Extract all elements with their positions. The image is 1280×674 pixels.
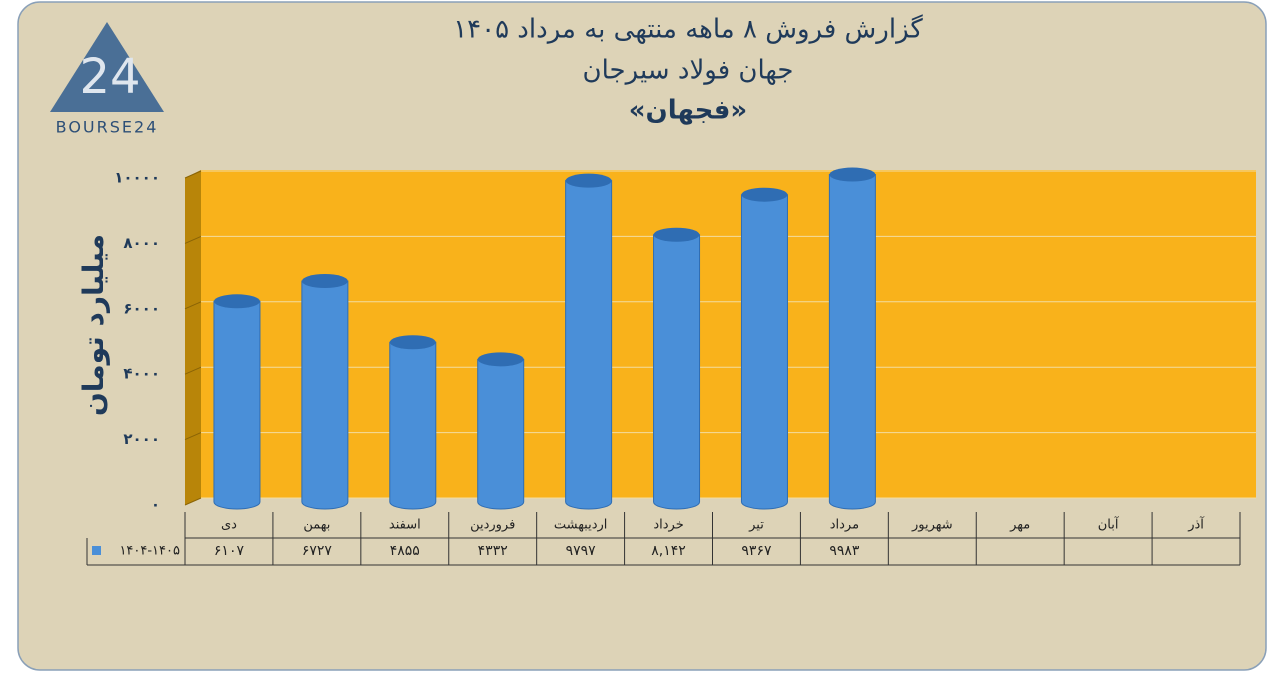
x-tick-label: آبان: [1098, 516, 1120, 533]
y-axis-label: میلیارد تومان: [77, 234, 110, 416]
bar-cap: [477, 352, 524, 367]
grid-line-side: [184, 235, 202, 244]
logo: 24 BOURSE24: [50, 22, 164, 137]
logo-text: BOURSE24: [56, 118, 159, 137]
bar: [301, 280, 349, 510]
plot-area: [201, 170, 1256, 498]
data-label: ۴۸۵۵: [390, 543, 420, 559]
bar: [740, 194, 788, 510]
bar-cap: [741, 187, 788, 202]
x-tick-label: تیر: [748, 518, 764, 533]
y-tick-label: ۲۰۰۰: [123, 430, 160, 448]
bar-cap: [565, 173, 612, 188]
grid-line-side: [184, 497, 202, 506]
bar-cap: [829, 167, 876, 182]
data-label: ۹۳۶۷: [741, 543, 772, 559]
y-tick-label: ۸۰۰۰: [123, 234, 160, 252]
x-tick-label: بهمن: [303, 518, 330, 533]
x-tick-label: آذر: [1187, 516, 1205, 533]
bar-cap: [213, 294, 260, 309]
bar: [653, 234, 701, 510]
bar: [828, 174, 876, 510]
x-tick-label: اردیبهشت: [554, 518, 608, 533]
chart-title: گزارش فروش ۸ ماهه منتهی به مرداد ۱۴۰۵: [453, 14, 923, 45]
grid-line-side: [184, 366, 202, 375]
chart-subtitle: جهان فولاد سیرجان: [583, 56, 794, 86]
plot-side-wall: [185, 170, 201, 505]
bar-cap: [301, 274, 348, 289]
y-tick-label: ۱۰۰۰۰: [114, 169, 160, 187]
grid-line-side: [184, 301, 202, 310]
x-tick-label: فروردین: [470, 518, 515, 533]
bar: [477, 358, 525, 510]
x-tick-label: دی: [221, 518, 237, 533]
data-label: ۴۳۳۲: [478, 543, 508, 559]
y-tick-label: ۶۰۰۰: [123, 299, 160, 317]
bar: [213, 300, 261, 510]
data-label: ۶۷۲۷: [302, 543, 333, 559]
bar-cap: [389, 335, 436, 350]
grid-line-side: [184, 432, 202, 441]
x-tick-label: اسفند: [389, 518, 421, 533]
legend-label: ۱۴۰۴-۱۴۰۵: [119, 544, 180, 559]
data-label: ۸,۱۴۲: [651, 543, 686, 559]
grid-line-side: [184, 170, 202, 179]
x-tick-label: شهریور: [911, 518, 953, 533]
logo-mark: 24: [79, 49, 140, 105]
y-tick-label: ۴۰۰۰: [123, 365, 160, 383]
legend-swatch: [92, 546, 101, 555]
bar-cap: [653, 227, 700, 242]
bar: [565, 180, 613, 510]
bar: [389, 341, 437, 510]
data-label: ۶۱۰۷: [214, 543, 245, 559]
x-tick-label: مرداد: [830, 518, 859, 533]
x-tick-label: خرداد: [653, 518, 683, 533]
y-tick-label: ۰: [151, 496, 160, 514]
chart-subtitle: «فجهان»: [629, 96, 747, 126]
data-label: ۹۹۸۳: [829, 543, 860, 559]
x-tick-label: مهر: [1009, 518, 1030, 533]
data-label: ۹۷۹۷: [566, 543, 597, 559]
